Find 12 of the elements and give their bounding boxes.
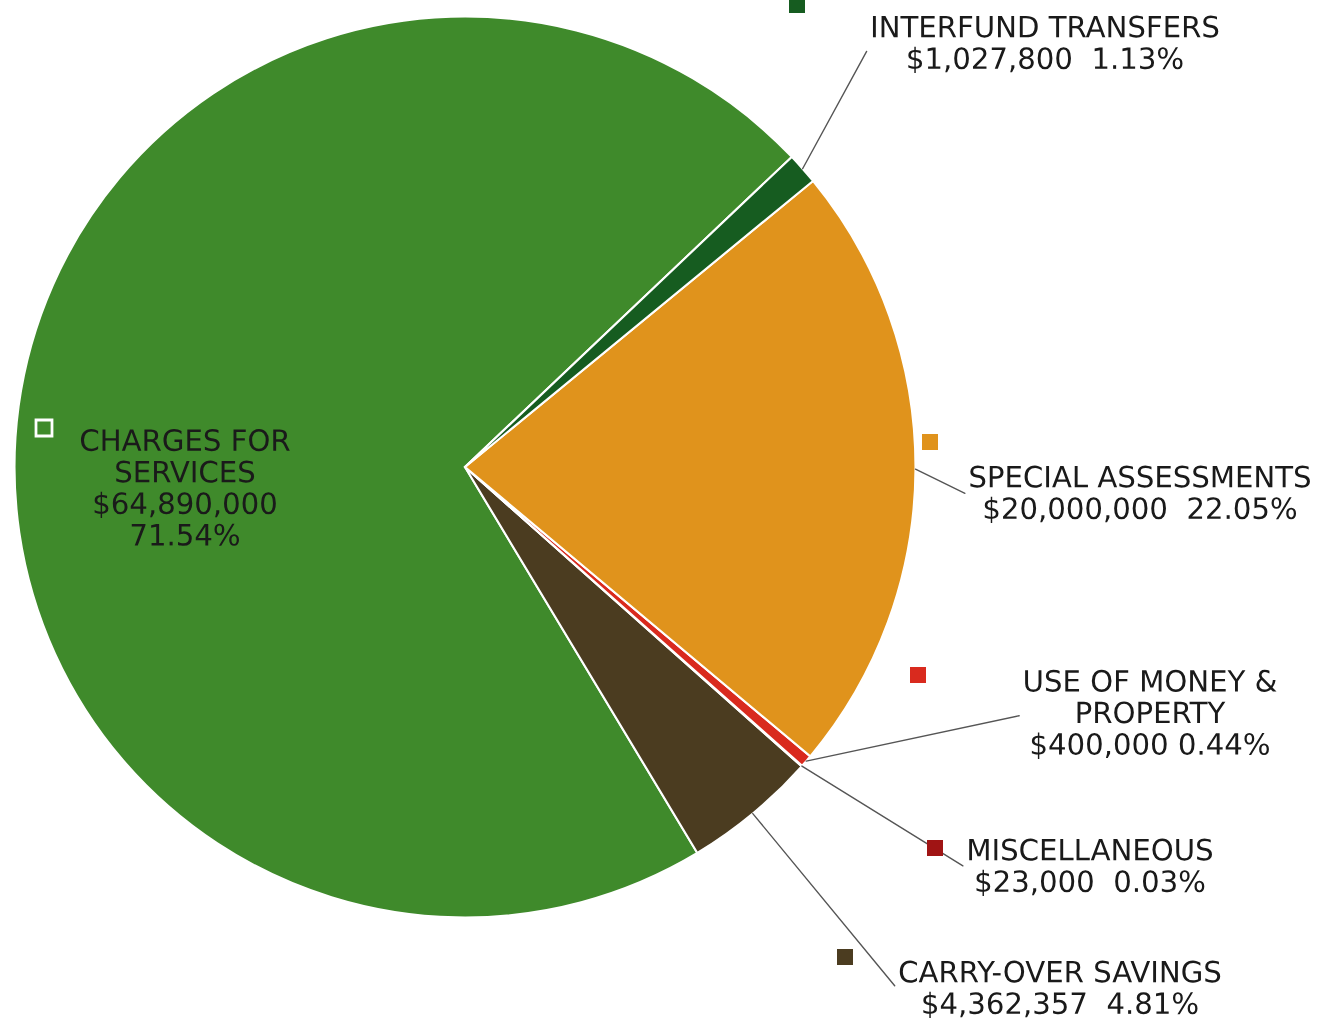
data-label: $4,362,357 4.81% — [923, 991, 1198, 1019]
data-label: $400,000 0.44% — [1031, 732, 1269, 759]
data-label: $64,890,000 71.54% — [94, 491, 276, 546]
slice-label: SPECIAL ASSESSMENTS — [970, 465, 1310, 488]
slice-label: INTERFUND TRANSFERS — [872, 15, 1219, 38]
slice-label: CHARGES FOR SERVICES — [80, 429, 290, 483]
legend-label: MISCELLANEOUS — [969, 838, 1212, 861]
slice-label: USE OF MONEY & PROPERTY — [1025, 669, 1277, 724]
data-label: $20,000,000 22.05% — [984, 496, 1297, 524]
legend-label: CARRY-OVER SAVINGS — [899, 960, 1221, 983]
data-label: $23,000 0.03% — [976, 869, 1205, 897]
data-label: $1,027,800 1.13% — [908, 46, 1183, 74]
